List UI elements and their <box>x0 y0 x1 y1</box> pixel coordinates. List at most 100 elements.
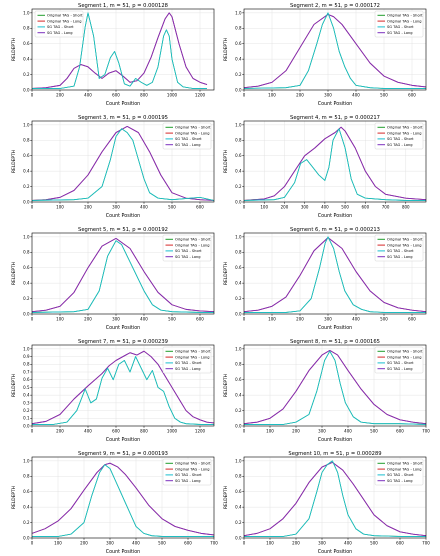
y-tick-label: 1.0 <box>23 10 30 15</box>
plot-frame <box>31 232 215 315</box>
x-tick-label: 200 <box>292 429 300 434</box>
x-tick-label: 100 <box>54 541 62 546</box>
chart-title: Segment 1, m = 51, p = 0.000128 <box>78 3 168 9</box>
x-tick-label: 600 <box>112 429 120 434</box>
series-line-sg-long <box>243 126 427 201</box>
legend-label-orig-long: Original TAG - Long <box>175 243 210 247</box>
legend-label-sg-short: SG TAG - Short <box>175 249 202 253</box>
y-tick-label: 0.0 <box>23 423 30 428</box>
y-tick-label: 0.8 <box>23 138 30 143</box>
y-axis-label: RELDEPTH <box>11 374 17 397</box>
legend-label-orig-short: Original TAG - Short <box>387 14 423 18</box>
plot-frame <box>31 8 215 91</box>
y-tick-label: 0.8 <box>235 138 242 143</box>
x-axis-label: Count Position <box>106 325 140 331</box>
chart-title: Segment 9, m = 51, p = 0.000193 <box>78 451 168 457</box>
chart-title: Segment 3, m = 51, p = 0.000195 <box>78 115 168 121</box>
y-tick-label: 0.4 <box>235 169 242 174</box>
legend-label-sg-long: SG TAG - Long <box>387 255 413 259</box>
plot-frame <box>31 456 215 539</box>
x-tick-label: 600 <box>196 317 204 322</box>
chart-panel-2: Segment 2, m = 51, p = 0.000172 0 100 200 30… <box>222 0 432 108</box>
y-tick-label: 1.0 <box>235 234 242 239</box>
x-tick-label: 300 <box>324 93 332 98</box>
series-line-sg-long <box>243 461 427 537</box>
legend-label-sg-long: SG TAG - Long <box>387 479 413 483</box>
chart-title: Segment 2, m = 51, p = 0.000172 <box>290 3 380 9</box>
chart-svg-9: Segment 9, m = 51, p = 0.000193 0 100 200 30… <box>11 451 218 555</box>
x-tick-label: 200 <box>80 541 88 546</box>
series-line-sg-long <box>31 462 215 536</box>
series-line-sg-short <box>32 12 207 89</box>
x-axis-label: Count Position <box>318 325 352 331</box>
series-line-sg-short <box>243 12 426 89</box>
y-tick-label: 0.4 <box>23 57 30 62</box>
legend-label-sg-short: SG TAG - Short <box>387 137 414 141</box>
x-tick-label: 300 <box>318 541 326 546</box>
legend-label-orig-long: Original TAG - Long <box>47 19 82 23</box>
x-tick-label: 600 <box>184 541 192 546</box>
chart-svg-7: Segment 7, m = 51, p = 0.000239 0 200 400 60… <box>11 339 215 443</box>
x-tick-label: 600 <box>196 205 204 210</box>
x-tick-label: 400 <box>352 93 360 98</box>
y-tick-label: 0.6 <box>235 41 242 46</box>
y-tick-label: 0.0 <box>235 423 242 428</box>
y-tick-label: 0.2 <box>235 296 242 301</box>
chart-svg-8: Segment 8, m = 51, p = 0.000165 0 100 200 30… <box>223 339 430 443</box>
y-tick-label: 0.8 <box>23 26 30 31</box>
y-axis-label: RELDEPTH <box>11 486 17 509</box>
x-tick-label: 500 <box>370 541 378 546</box>
chart-panel-3: Segment 3, m = 51, p = 0.000195 0 100 200 30… <box>10 112 220 220</box>
x-tick-label: 200 <box>56 93 64 98</box>
y-tick-label: 0.6 <box>23 265 30 270</box>
y-tick-label: 0.2 <box>23 184 30 189</box>
y-tick-label: 0.2 <box>23 520 30 525</box>
y-tick-label: 0.1 <box>23 416 30 421</box>
x-tick-label: 600 <box>362 205 370 210</box>
series-line-sg-long <box>31 237 215 313</box>
x-axis-label: Count Position <box>318 437 352 443</box>
y-axis-label: RELDEPTH <box>11 150 17 173</box>
chart-svg-3: Segment 3, m = 51, p = 0.000195 0 100 200 30… <box>11 115 215 219</box>
legend-label-sg-short: SG TAG - Short <box>175 473 202 477</box>
y-tick-label: 0.8 <box>235 362 242 367</box>
y-tick-label: 0.6 <box>23 153 30 158</box>
chart-title: Segment 6, m = 51, p = 0.000213 <box>290 227 380 233</box>
chart-title: Segment 10, m = 51, p = 0.000289 <box>288 451 381 457</box>
y-tick-label: 0.0 <box>235 87 242 92</box>
chart-title: Segment 7, m = 51, p = 0.000239 <box>78 339 168 345</box>
y-tick-label: 0.4 <box>23 281 30 286</box>
chart-panel-9: Segment 9, m = 51, p = 0.000193 0 100 200 30… <box>10 448 220 556</box>
x-tick-label: 0 <box>243 317 246 322</box>
y-tick-label: 0.2 <box>235 184 242 189</box>
x-tick-label: 600 <box>408 93 416 98</box>
legend-label-orig-short: Original TAG - Short <box>175 462 211 466</box>
y-axis-label: RELDEPTH <box>223 150 229 173</box>
y-tick-label: 0.8 <box>235 474 242 479</box>
x-tick-label: 300 <box>324 317 332 322</box>
legend-box <box>374 346 424 374</box>
x-tick-label: 800 <box>140 429 148 434</box>
x-tick-label: 1000 <box>167 429 178 434</box>
x-tick-label: 100 <box>268 93 276 98</box>
legend-box <box>374 122 424 150</box>
legend-box <box>374 234 424 262</box>
series-line-sg-long <box>31 12 208 89</box>
y-tick-label: 0.8 <box>23 362 30 367</box>
y-tick-label: 1.0 <box>235 346 242 351</box>
x-tick-label: 700 <box>210 541 218 546</box>
legend-label-orig-short: Original TAG - Short <box>387 126 423 130</box>
x-tick-label: 800 <box>140 93 148 98</box>
y-tick-label: 0.4 <box>235 57 242 62</box>
x-tick-label: 200 <box>56 429 64 434</box>
x-tick-label: 300 <box>318 429 326 434</box>
y-axis-label: RELDEPTH <box>11 38 17 61</box>
legend-label-sg-short: SG TAG - Short <box>387 361 414 365</box>
legend-label-sg-short: SG TAG - Short <box>175 361 202 365</box>
